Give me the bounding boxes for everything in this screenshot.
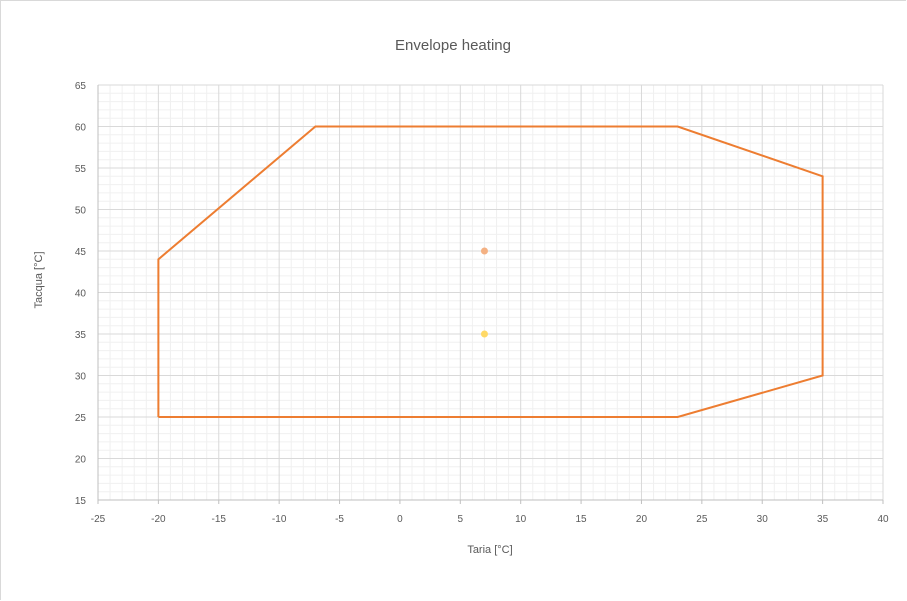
y-tick-label: 65 [75,81,87,92]
x-tick-label: -20 [151,514,166,525]
x-tick-label: 10 [515,514,527,525]
y-tick-label: 20 [75,455,87,466]
x-tick-label: 0 [397,514,403,525]
x-axis-label: Taria [°C] [467,544,512,556]
x-tick-labels: -25 -20 -15 -10 -5 0 5 10 15 20 25 30 35 40 [91,514,889,525]
y-tick-label: 15 [75,496,87,507]
x-tick-label: 30 [757,514,769,525]
x-tick-label: -5 [335,514,344,525]
x-tick-label: -15 [212,514,227,525]
y-tick-label: 35 [75,330,87,341]
x-tick-label: 5 [458,514,464,525]
x-tick-label: 35 [817,514,829,525]
x-tick-label: -10 [272,514,287,525]
x-tick-label: 20 [636,514,648,525]
chart-title: Envelope heating [395,37,511,54]
y-axis-label: Tacqua [°C] [33,252,45,309]
y-tick-label: 50 [75,206,87,217]
y-tick-labels: 15 20 25 30 35 40 45 50 55 60 65 [75,81,87,507]
data-point [480,247,488,255]
data-point [480,330,488,338]
envelope-line [157,125,824,418]
x-tick-label: 40 [877,514,889,525]
y-tick-label: 45 [75,247,87,258]
y-tick-label: 55 [75,164,87,175]
y-tick-label: 40 [75,289,87,300]
axes [97,85,884,504]
x-tick-label: 25 [696,514,708,525]
x-tick-label: -25 [91,514,106,525]
y-tick-label: 25 [75,413,87,424]
y-tick-label: 30 [75,372,87,383]
x-tick-label: 15 [576,514,588,525]
grid [97,84,884,501]
y-tick-label: 60 [75,123,87,134]
series-layer [157,125,824,418]
